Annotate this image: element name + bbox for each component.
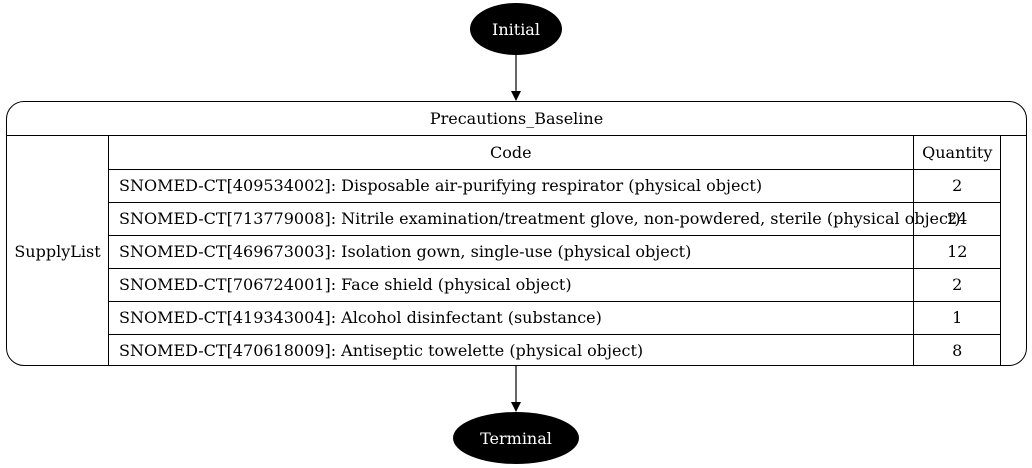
- table-row: SNOMED-CT[470618009]: Antiseptic towelet…: [109, 334, 1001, 365]
- quantity-cell: 2: [913, 268, 1001, 302]
- code-cell: SNOMED-CT[409534002]: Disposable air-pur…: [109, 169, 914, 203]
- record-right-divider: [1000, 136, 1001, 365]
- quantity-cell: 24: [913, 202, 1001, 236]
- supply-table: Code Quantity SNOMED-CT[409534002]: Disp…: [109, 136, 1001, 365]
- code-cell: SNOMED-CT[470618009]: Antiseptic towelet…: [109, 334, 914, 365]
- table-row: SNOMED-CT[706724001]: Face shield (physi…: [109, 268, 1001, 302]
- code-cell: SNOMED-CT[706724001]: Face shield (physi…: [109, 268, 914, 302]
- code-header: Code: [109, 136, 914, 170]
- table-row: SNOMED-CT[469673003]: Isolation gown, si…: [109, 235, 1001, 269]
- table-row: SNOMED-CT[419343004]: Alcohol disinfecta…: [109, 301, 1001, 335]
- quantity-cell: 1: [913, 301, 1001, 335]
- quantity-header: Quantity: [913, 136, 1001, 170]
- quantity-cell: 8: [952, 341, 963, 361]
- precautions-record[interactable]: Precautions_Baseline SupplyList Code Qua…: [6, 101, 1027, 366]
- initial-node[interactable]: Initial: [470, 3, 562, 55]
- code-cell: SNOMED-CT[419343004]: Alcohol disinfecta…: [109, 301, 914, 335]
- quantity-cell: 2: [913, 169, 1001, 203]
- table-row: SNOMED-CT[409534002]: Disposable air-pur…: [109, 169, 1001, 203]
- code-cell: SNOMED-CT[469673003]: Isolation gown, si…: [109, 235, 914, 269]
- code-cell: SNOMED-CT[713779008]: Nitrile examinatio…: [109, 202, 961, 236]
- table-row: SNOMED-CT[713779008]: Nitrile examinatio…: [109, 202, 1001, 236]
- table-header-row: Code Quantity: [109, 136, 1001, 170]
- terminal-node[interactable]: Terminal: [453, 412, 579, 464]
- terminal-node-label: Terminal: [480, 428, 552, 448]
- initial-node-label: Initial: [492, 19, 540, 39]
- record-title: Precautions_Baseline: [7, 102, 1026, 136]
- supply-list-label: SupplyList: [7, 136, 109, 365]
- quantity-cell: 12: [913, 235, 1001, 269]
